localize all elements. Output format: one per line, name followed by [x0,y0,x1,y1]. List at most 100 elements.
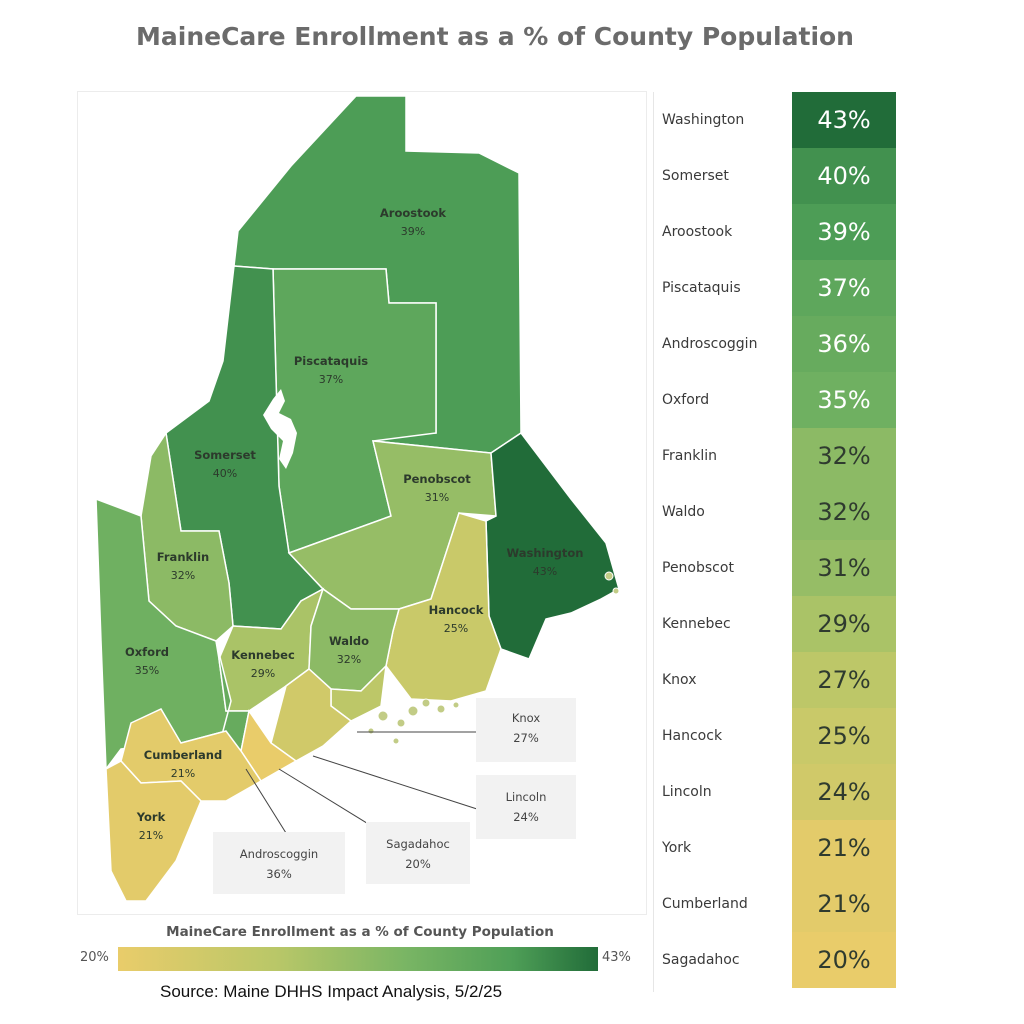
table-county-name: Penobscot [662,560,734,576]
callout-sagadahoc-name: Sagadahoc [386,837,450,851]
table-value-cell: 20% [792,932,896,988]
map-value-york: 21% [139,829,163,842]
coastal-island [407,705,419,717]
map-value-hancock: 25% [444,622,468,635]
table-county-name: Kennebec [662,616,731,632]
chart-title: MaineCare Enrollment as a % of County Po… [136,22,854,51]
table-value-cell: 21% [792,820,896,876]
callout-knox: Knox 27% [476,698,576,762]
callout-knox-value: 27% [513,731,539,745]
map-label-aroostook: Aroostook [380,206,447,220]
county-york [105,760,202,902]
table-row: Washington 43% [654,92,896,148]
table-row: Androscoggin 36% [654,316,896,372]
coastal-island [452,701,460,709]
coastal-island [367,727,375,735]
table-county-name: York [662,840,692,856]
legend-color-bar [118,947,598,971]
map-value-oxford: 35% [135,664,159,677]
callout-androscoggin-value: 36% [266,867,292,881]
source-note: Source: Maine DHHS Impact Analysis, 5/2/… [160,982,503,1001]
table-county-name: Hancock [662,728,723,744]
map-label-somerset: Somerset [194,448,256,462]
callout-lincoln: Lincoln 24% [476,775,576,839]
callout-androscoggin: Androscoggin 36% [213,832,345,894]
table-county-name: Washington [662,112,745,128]
table-county-name: Androscoggin [662,336,758,352]
table-value-cell: 35% [792,372,896,428]
county-map: Aroostook 39% Piscataquis 37% Somerset 40% Pen… [95,95,620,902]
table-value-cell: 32% [792,428,896,484]
map-label-penobscot: Penobscot [403,472,471,486]
table-row: Lincoln 24% [654,764,896,820]
table-row: York 21% [654,820,896,876]
table-row: Waldo 32% [654,484,896,540]
coastal-island [421,698,431,708]
table-county-name: Waldo [662,504,705,520]
leader-line-lincoln [312,755,478,810]
map-label-cumberland: Cumberland [144,748,222,762]
table-value-cell: 37% [792,260,896,316]
table-row: Knox 27% [654,652,896,708]
table-value-cell: 36% [792,316,896,372]
map-label-york: York [136,810,166,824]
table-row: Piscataquis 37% [654,260,896,316]
map-label-oxford: Oxford [125,645,169,659]
callout-knox-name: Knox [511,711,541,725]
table-row: Aroostook 39% [654,204,896,260]
county-table: Washington 43% Somerset 40% Aroostook 39% Pisc… [653,92,896,992]
legend-max-label: 43% [602,950,631,965]
coastal-island [392,737,400,745]
map-value-washington: 43% [533,565,557,578]
map-label-washington: Washington [506,546,583,560]
map-value-cumberland: 21% [171,767,195,780]
county-hancock [385,512,502,702]
table-value-cell: 24% [792,764,896,820]
coastal-island [612,587,620,595]
leader-line-androscoggin [245,768,287,834]
table-county-name: Lincoln [662,784,712,800]
table-county-name: Sagadahoc [662,952,740,968]
map-value-piscataquis: 37% [319,373,343,386]
callout-sagadahoc-value: 20% [405,857,431,871]
table-county-name: Oxford [662,392,710,408]
table-value-cell: 40% [792,148,896,204]
table-value-cell: 43% [792,92,896,148]
callout-androscoggin-name: Androscoggin [239,847,319,861]
table-row: Oxford 35% [654,372,896,428]
map-label-waldo: Waldo [329,634,369,648]
table-county-name: Cumberland [662,896,748,912]
map-value-waldo: 32% [337,653,361,666]
map-value-kennebec: 29% [251,667,275,680]
callout-lincoln-value: 24% [513,810,539,824]
legend-title: MaineCare Enrollment as a % of County Po… [166,924,554,940]
county-sagadahoc [240,709,298,782]
callout-sagadahoc: Sagadahoc 20% [366,822,470,884]
table-row: Cumberland 21% [654,876,896,932]
map-value-somerset: 40% [213,467,237,480]
coastal-island [436,704,446,714]
coastal-island [604,571,614,581]
map-label-piscataquis: Piscataquis [294,354,368,368]
table-row: Hancock 25% [654,708,896,764]
coastal-island [377,710,389,722]
lake-shape [263,389,297,469]
callout-lincoln-name: Lincoln [505,790,547,804]
table-county-name: Knox [662,672,697,688]
coastal-island [396,718,406,728]
map-value-aroostook: 39% [401,225,425,238]
table-county-name: Franklin [662,448,718,464]
table-county-name: Piscataquis [662,280,741,296]
table-value-cell: 31% [792,540,896,596]
table-value-cell: 29% [792,596,896,652]
table-row: Franklin 32% [654,428,896,484]
table-value-cell: 39% [792,204,896,260]
table-row: Somerset 40% [654,148,896,204]
map-label-hancock: Hancock [429,603,484,617]
table-county-name: Somerset [662,168,729,184]
table-value-cell: 25% [792,708,896,764]
legend-min-label: 20% [80,950,109,965]
map-label-kennebec: Kennebec [231,648,295,662]
table-row: Penobscot 31% [654,540,896,596]
map-value-franklin: 32% [171,569,195,582]
